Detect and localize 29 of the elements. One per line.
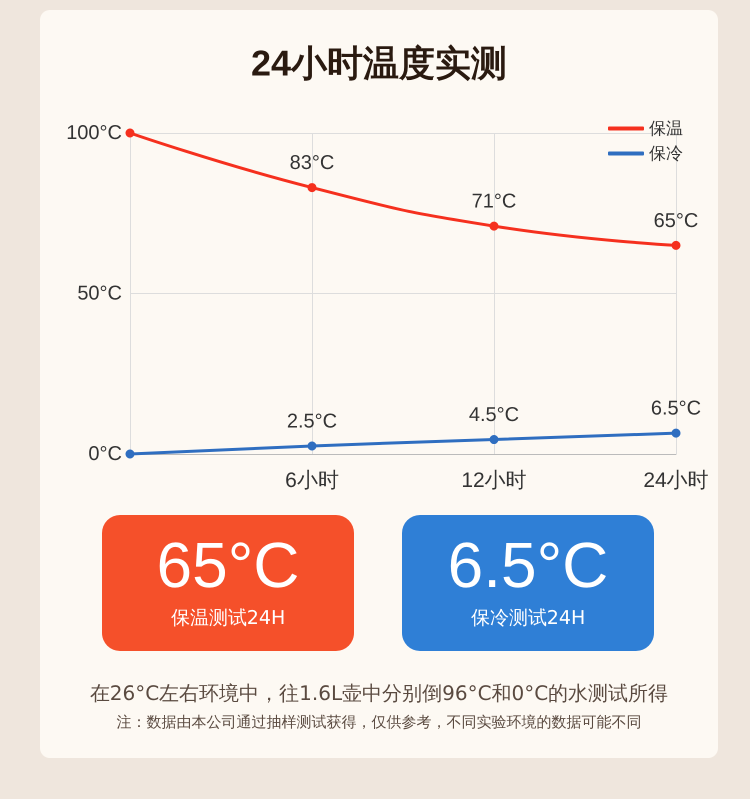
point xyxy=(308,441,316,450)
x-tick-label: 24小时 xyxy=(643,469,709,492)
text: 6.5°C xyxy=(446,528,610,603)
chart-title: 24小时温度实测 xyxy=(250,42,508,84)
x-tick-label: 6小时 xyxy=(285,469,339,492)
text: 在26°C左右环境中，往1.6L壶中分别倒96°C和0°C的水测试所得 xyxy=(88,680,670,707)
data-label: 83°C xyxy=(290,152,334,174)
text: 保冷测试24H xyxy=(470,606,586,631)
data-label: 65°C xyxy=(654,210,698,232)
text: 65°C xyxy=(156,528,300,603)
point xyxy=(308,183,316,192)
data-label: 4.5°C xyxy=(468,404,520,426)
point xyxy=(672,240,680,250)
point xyxy=(672,428,680,438)
point xyxy=(490,222,498,231)
x-tick-label: 12小时 xyxy=(461,469,527,492)
data-label: 71°C xyxy=(472,190,516,213)
point xyxy=(126,450,134,458)
text: 保温测试24H xyxy=(170,606,286,631)
legend-label: 保冷 xyxy=(649,144,683,163)
point xyxy=(490,435,498,444)
legend-label: 保温 xyxy=(649,119,683,138)
data-label: 6.5°C xyxy=(650,398,702,420)
y-tick-label: 100°C xyxy=(66,122,122,144)
y-tick-label: 0°C xyxy=(88,443,122,465)
data-label: 2.5°C xyxy=(286,410,338,432)
text: 注：数据由本公司通过抽样测试获得，仅供参考，不同实验环境的数据可能不同 xyxy=(116,712,642,733)
y-tick-label: 50°C xyxy=(77,282,122,304)
point xyxy=(126,128,134,138)
